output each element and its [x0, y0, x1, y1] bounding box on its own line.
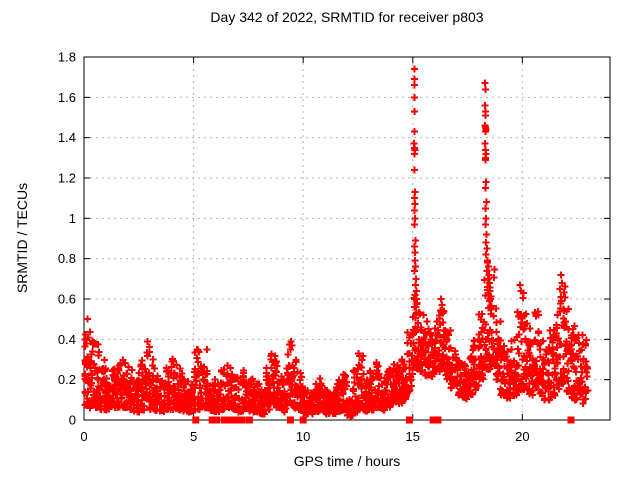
y-tick-label: 1.2	[58, 171, 76, 186]
y-tick-label: 0.4	[58, 332, 76, 347]
x-tick-label: 5	[190, 429, 197, 444]
x-tick-label: 0	[80, 429, 87, 444]
y-tick-label: 1.4	[58, 130, 76, 145]
x-axis-label: GPS time / hours	[293, 453, 401, 469]
x-tick-label: 15	[406, 429, 420, 444]
y-tick-label: 1.6	[58, 90, 76, 105]
x-tick-label: 10	[296, 429, 310, 444]
gap-flag-squares	[192, 416, 575, 424]
y-tick-label: 0	[69, 413, 76, 428]
y-tick-label: 0.6	[58, 292, 76, 307]
x-tick-label: 20	[515, 429, 529, 444]
y-tick-label: 0.2	[58, 372, 76, 387]
scatter-points-srmtid	[81, 65, 592, 420]
y-tick-label: 1	[69, 211, 76, 226]
chart-title: Day 342 of 2022, SRMTID for receiver p80…	[210, 9, 484, 25]
y-tick-label: 0.8	[58, 251, 76, 266]
y-axis-label: SRMTID / TECUs	[14, 182, 30, 294]
y-tick-label: 1.8	[58, 50, 76, 65]
